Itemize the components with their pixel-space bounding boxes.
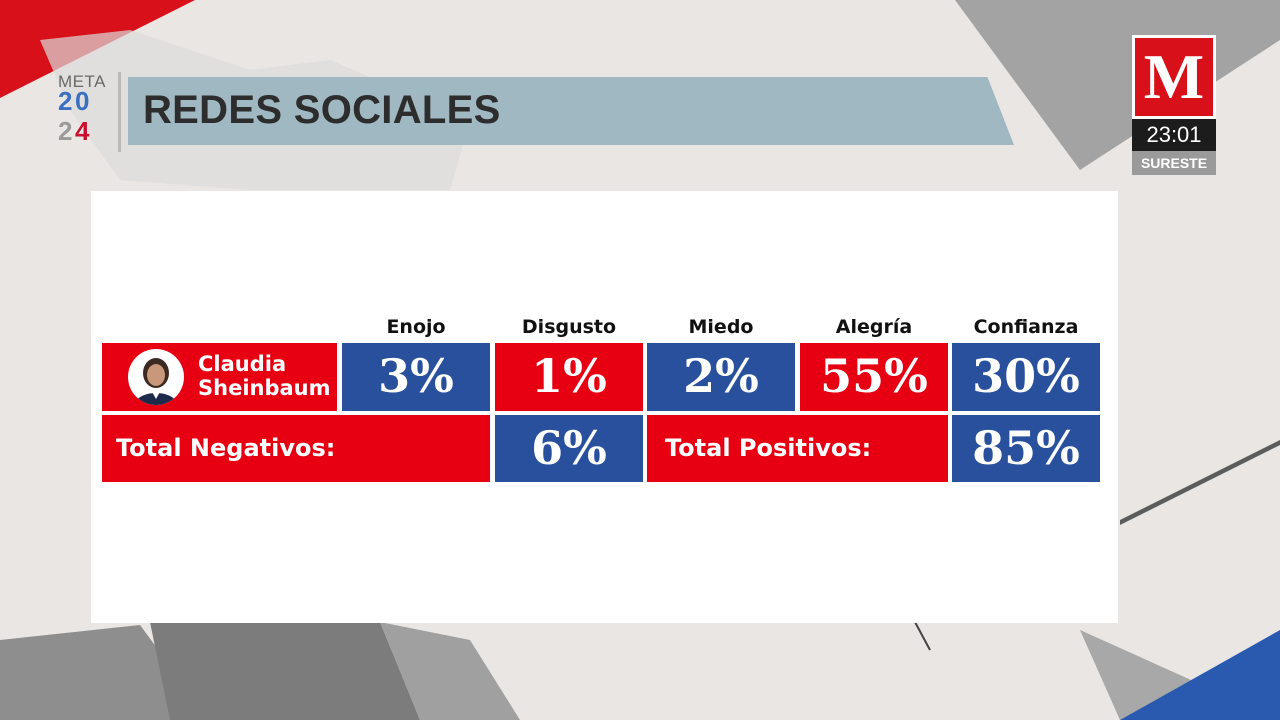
- total-positivos-value-cell: 85%: [952, 415, 1100, 482]
- value-cell-enojo: 3%: [342, 343, 490, 411]
- column-header-disgusto: Disgusto: [521, 316, 617, 338]
- total-positivos-value: 85%: [972, 421, 1080, 475]
- value-confianza: 30%: [972, 349, 1080, 403]
- value-cell-confianza: 30%: [952, 343, 1100, 411]
- logo-digit: 0: [75, 86, 90, 116]
- column-header-alegria: Alegría: [835, 316, 913, 338]
- value-cell-alegria: 55%: [800, 343, 948, 411]
- clock-display: 23:01: [1132, 119, 1216, 151]
- page-title: REDES SOCIALES: [143, 88, 501, 132]
- value-cell-miedo: 2%: [647, 343, 795, 411]
- logo-digit: 4: [75, 116, 90, 146]
- total-negativos-value-cell: 6%: [495, 415, 643, 482]
- total-positivos-label: Total Positivos:: [665, 434, 872, 462]
- logo-divider: [118, 72, 121, 152]
- value-disgusto: 1%: [531, 349, 607, 403]
- candidate-last-name: Sheinbaum: [198, 376, 331, 400]
- column-header-confianza: Confianza: [973, 316, 1079, 338]
- logo-digit: 2: [58, 116, 73, 146]
- column-header-enojo: Enojo: [386, 316, 446, 338]
- value-enojo: 3%: [378, 349, 454, 403]
- channel-bug: M 23:01 SURESTE: [1132, 35, 1216, 175]
- region-label: SURESTE: [1132, 151, 1216, 175]
- value-alegria: 55%: [820, 349, 928, 403]
- candidate-first-name: Claudia: [198, 352, 287, 376]
- value-cell-disgusto: 1%: [495, 343, 643, 411]
- total-positivos-label-cell: Total Positivos:: [647, 415, 948, 482]
- title-banner: [128, 77, 1014, 145]
- total-negativos-label-cell: Total Negativos:: [102, 415, 490, 482]
- candidate-cell: Claudia Sheinbaum: [102, 343, 337, 411]
- total-negativos-label: Total Negativos:: [116, 434, 336, 462]
- logo-digit: 2: [58, 86, 73, 116]
- candidate-avatar: [128, 349, 184, 405]
- meta-2024-logo: META 2 0 2 4: [58, 70, 128, 156]
- value-miedo: 2%: [683, 349, 759, 403]
- candidate-name: Claudia Sheinbaum: [198, 352, 331, 400]
- total-negativos-value: 6%: [531, 421, 607, 475]
- person-icon: [134, 358, 178, 405]
- column-header-miedo: Miedo: [688, 316, 754, 338]
- logo-meta-text: META: [58, 72, 106, 91]
- channel-logo: M: [1132, 35, 1216, 119]
